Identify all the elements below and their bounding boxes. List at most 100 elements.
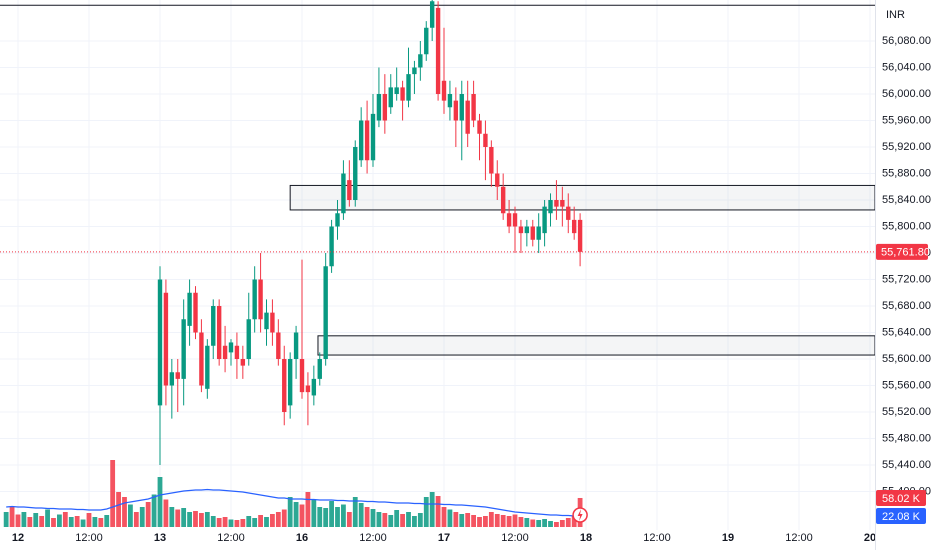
volume-bar [151, 494, 157, 527]
volume-bar [210, 516, 216, 527]
volume-bar [145, 502, 151, 527]
candle-body [169, 372, 175, 386]
candle-body [246, 319, 251, 360]
candle-body [566, 206, 571, 220]
zone [317, 335, 876, 356]
candle-body [216, 306, 222, 360]
volume-bar [116, 492, 121, 527]
volume-bar [275, 512, 281, 527]
candle-body [560, 200, 565, 207]
volume-bar [39, 516, 45, 527]
candle-body [347, 180, 352, 201]
volume-bar [246, 516, 252, 527]
volume-bar [92, 517, 98, 527]
x-tick-label: 12:00 [217, 532, 245, 544]
candle-body [157, 279, 163, 406]
y-tick-label: 55,680.00 [882, 300, 931, 312]
candle-body [536, 226, 541, 240]
candle-body [382, 94, 388, 121]
candle-body [477, 120, 482, 134]
volume-bar [216, 518, 222, 527]
x-tick-label: 12:00 [785, 532, 813, 544]
x-tick-label: 19 [722, 532, 734, 544]
x-tick-label: 18 [580, 532, 592, 544]
x-tick-label: 12:00 [359, 532, 387, 544]
volume-bar [559, 520, 565, 527]
candle-body [495, 173, 500, 187]
volume-bar [80, 519, 86, 527]
alert-icon-bolt [577, 509, 583, 521]
candle-body [228, 342, 234, 353]
x-tick-label: 17 [438, 532, 450, 544]
candle-body [264, 312, 269, 330]
volume-bar [465, 513, 471, 527]
volume-bar [417, 513, 423, 527]
volume-ma-line [6, 488, 581, 517]
volume-bar [429, 492, 435, 527]
y-tick-label: 55,640.00 [882, 326, 931, 338]
candle-body [512, 213, 518, 227]
volume-bar [453, 512, 459, 527]
volume-bar [506, 516, 512, 527]
volume-bar [388, 515, 394, 527]
candle-body [441, 80, 447, 101]
candle-body [163, 292, 169, 386]
volume-bar [86, 513, 92, 527]
volume-bar [9, 507, 15, 527]
volume-bar [62, 512, 68, 527]
volume-bar [21, 512, 27, 527]
volume-bar [175, 509, 181, 527]
candle-body [435, 7, 441, 95]
candle-body [211, 306, 216, 346]
volume-bar [488, 512, 494, 527]
volume-bar [483, 516, 488, 527]
volume-bar [518, 517, 524, 527]
volume-bar [423, 497, 429, 527]
candle-body [317, 359, 322, 379]
volume-bar [299, 504, 305, 527]
volume-bar [258, 515, 263, 527]
y-tick-label: 55,920.00 [882, 141, 931, 153]
volume-bar [571, 516, 577, 527]
volume-bar [228, 519, 234, 527]
candle-body [175, 372, 180, 379]
candle-body [471, 94, 476, 121]
candle-body [305, 385, 311, 393]
candle-body [329, 226, 334, 267]
volume-bar [447, 509, 453, 527]
candle-body [518, 226, 524, 234]
volume-bar [471, 515, 476, 527]
volume-bar [128, 504, 133, 527]
volume-bar [240, 519, 246, 527]
volume-bar [104, 515, 110, 527]
volume-bar [335, 507, 340, 527]
volume-bar [133, 512, 139, 527]
volume-bar [15, 514, 21, 527]
x-tick-label: 12:00 [75, 532, 103, 544]
y-tick-label: 55,520.00 [882, 406, 931, 418]
volume-bar [3, 512, 9, 527]
volume-bar [435, 496, 441, 527]
volume-bar [68, 517, 74, 527]
x-tick-label: 12 [12, 532, 24, 544]
volume-bar [157, 477, 163, 527]
volume-bar [524, 518, 530, 527]
volume-bar [122, 497, 127, 527]
y-tick-label: 55,600.00 [882, 353, 931, 365]
volume-bar [512, 514, 518, 527]
candle-body [500, 186, 506, 214]
candle-body [234, 345, 240, 360]
volume-bar [181, 508, 187, 527]
volume-tag [876, 489, 926, 506]
volume-bar [33, 513, 39, 527]
candle-body [506, 213, 512, 227]
x-tick-label: 13 [154, 532, 166, 544]
volume-bar [270, 514, 275, 527]
volume-bar [358, 503, 364, 527]
y-tick-label: 55,840.00 [882, 194, 931, 206]
candle-body [418, 54, 423, 68]
volume-bar [346, 512, 352, 527]
candle-body [453, 100, 459, 121]
